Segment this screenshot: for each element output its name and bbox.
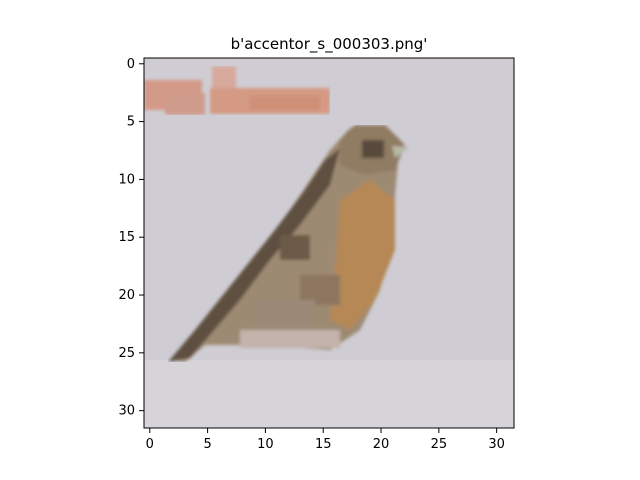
y-tick-label: 5 — [127, 115, 135, 130]
top-marks — [144, 66, 330, 115]
x-tick-label: 15 — [315, 437, 332, 452]
x-tick-label: 25 — [431, 437, 448, 452]
y-tick-label: 15 — [118, 230, 135, 245]
axes-frame — [143, 57, 515, 429]
x-tick-label: 5 — [203, 437, 211, 452]
y-tick-label: 20 — [118, 288, 135, 303]
x-tick-label: 0 — [146, 437, 154, 452]
bird-image — [144, 58, 514, 428]
x-tick-label: 20 — [373, 437, 390, 452]
image-bottom — [144, 360, 514, 428]
x-tick-label: 10 — [257, 437, 274, 452]
y-tick-label: 10 — [118, 172, 135, 187]
plot-title: b'accentor_s_000303.png' — [230, 35, 428, 53]
y-tick-label: 0 — [127, 57, 135, 72]
bird-body — [168, 125, 410, 362]
x-axis: 0 5 10 15 20 25 30 — [146, 428, 505, 452]
y-tick-label: 25 — [118, 346, 135, 361]
y-tick-label: 30 — [118, 404, 135, 419]
x-tick-label: 30 — [488, 437, 505, 452]
y-axis: 0 5 10 15 20 25 30 — [118, 57, 144, 419]
